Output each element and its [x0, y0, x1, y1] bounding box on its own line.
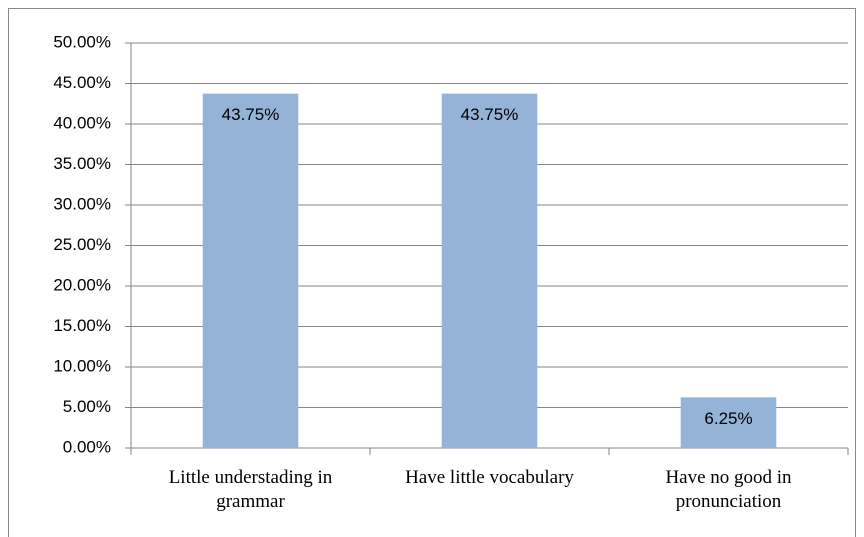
y-tick-label: 25.00%	[53, 235, 111, 254]
y-tick-label: 30.00%	[53, 194, 111, 213]
y-tick-label: 15.00%	[53, 316, 111, 335]
y-tick-label: 20.00%	[53, 275, 111, 294]
bar	[441, 93, 538, 448]
data-label: 6.25%	[704, 409, 752, 428]
data-label: 43.75%	[461, 105, 519, 124]
y-tick-label: 10.00%	[53, 356, 111, 375]
data-label: 43.75%	[222, 105, 280, 124]
y-tick-label: 35.00%	[53, 154, 111, 173]
bar	[202, 93, 299, 448]
x-tick-label: Have little vocabulary	[405, 467, 574, 488]
x-tick-label: Have no good in pronunciation	[665, 467, 792, 512]
y-tick-label: 50.00%	[53, 32, 111, 51]
y-tick-label: 0.00%	[63, 437, 111, 456]
bar	[680, 397, 777, 448]
y-tick-label: 5.00%	[63, 397, 111, 416]
x-tick-label: Little understading in grammar	[168, 467, 333, 512]
chart-frame	[8, 8, 856, 537]
y-tick-label: 45.00%	[53, 73, 111, 92]
y-tick-label: 40.00%	[53, 113, 111, 132]
